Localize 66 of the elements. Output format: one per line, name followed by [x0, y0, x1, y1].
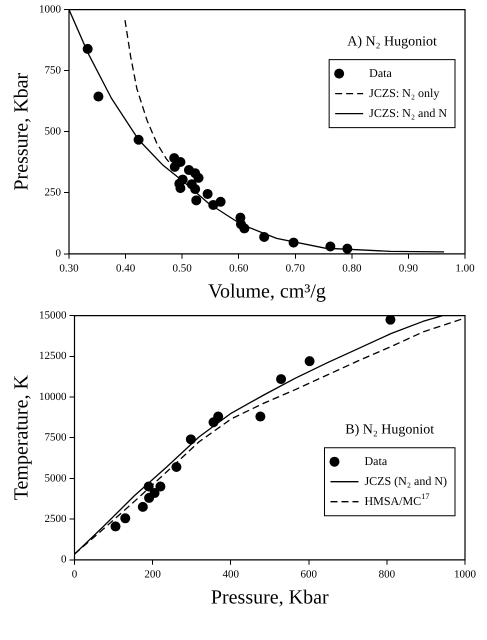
y-tick-label: 0 [61, 554, 67, 566]
x-tick-label: 0.40 [116, 262, 136, 274]
point [110, 521, 121, 532]
x-tick-label: 1000 [454, 568, 476, 580]
point [259, 232, 270, 242]
point [213, 412, 224, 422]
point [342, 244, 352, 254]
point [82, 44, 93, 54]
x-tick-label: 0.60 [229, 262, 249, 274]
y-tick-label: 250 [44, 186, 62, 199]
point [144, 482, 154, 492]
x-axis-title: Volume, cm³/g [208, 280, 326, 302]
point [155, 482, 166, 492]
point [120, 513, 130, 524]
point [186, 434, 196, 444]
x-tick-label: 800 [378, 568, 396, 580]
point [93, 92, 104, 102]
legend-title: B) N₂ Hugoniot [345, 422, 434, 438]
point [239, 223, 250, 234]
point [202, 188, 213, 199]
y-tick-label: 7500 [44, 432, 67, 444]
legend-label: Data [364, 454, 388, 468]
point [255, 412, 266, 422]
x-tick-label: 0 [72, 568, 78, 580]
y-tick-label: 15000 [39, 309, 67, 322]
point [150, 488, 160, 498]
x-axis-title: Pressure, Kbar [210, 586, 329, 608]
point [175, 183, 186, 194]
point [175, 156, 186, 167]
y-tick-label: 5000 [44, 472, 67, 484]
x-tick-label: 0.50 [172, 262, 192, 274]
point [385, 316, 396, 325]
legend-label: JCZS (N₂ and N) [364, 474, 448, 488]
x-tick-label: 1.00 [455, 262, 476, 274]
x-tick-label: 200 [144, 568, 162, 580]
point [276, 374, 286, 384]
x-tick-label: 0.70 [286, 262, 306, 274]
point [171, 462, 182, 472]
point [208, 200, 218, 210]
point [134, 134, 144, 145]
x-tick-label: 600 [300, 568, 318, 580]
y-tick-label: 0 [56, 248, 62, 260]
legend-label: Data [369, 66, 392, 80]
x-tick-label: 0.30 [59, 262, 80, 274]
point [216, 196, 226, 207]
y-tick-label: 10000 [39, 390, 67, 403]
point [325, 241, 336, 252]
y-tick-label: 12500 [39, 350, 67, 362]
legend-label: JCZS: N₂ only [369, 86, 440, 100]
y-tick-label: 2500 [44, 512, 67, 525]
point [288, 238, 299, 248]
point [191, 195, 202, 206]
y-tick-label: 1000 [39, 3, 62, 16]
legend-label: JCZS: N₂ and N [369, 106, 448, 120]
y-tick-label: 750 [44, 64, 62, 77]
point [194, 172, 204, 183]
x-tick-label: 0.80 [342, 262, 362, 274]
y-axis-title: Temperature, K [10, 374, 32, 500]
x-tick-label: 0.90 [398, 262, 419, 274]
point [138, 502, 148, 512]
legend-title: A) N₂ Hugoniot [347, 34, 438, 50]
point [190, 184, 200, 194]
point [304, 356, 315, 366]
y-axis-title: Pressure, Kbar [10, 72, 32, 191]
x-tick-label: 400 [222, 568, 240, 580]
y-tick-label: 500 [44, 126, 62, 138]
